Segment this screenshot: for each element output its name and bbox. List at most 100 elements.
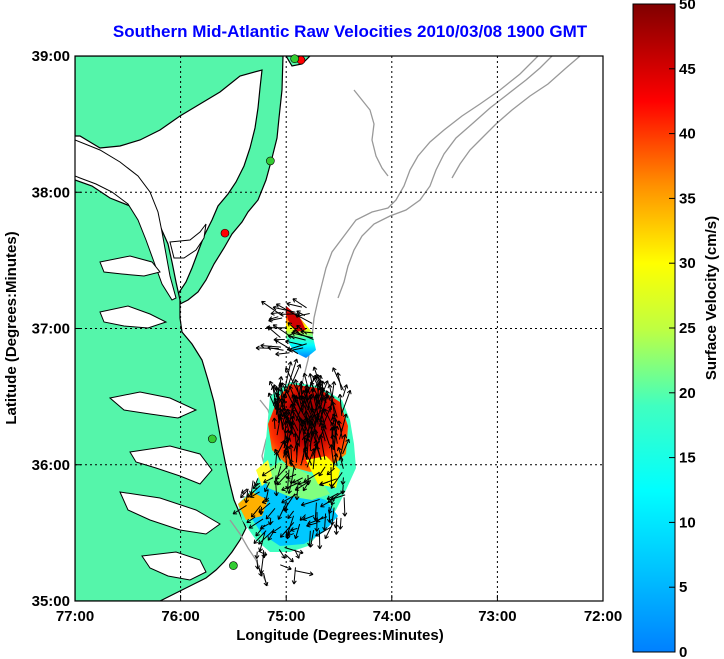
velocity-arrow [279, 311, 300, 317]
velocity-arrow [275, 351, 290, 357]
velocity-arrow [338, 413, 348, 440]
velocity-arrow [295, 396, 307, 422]
velocity-arrow [261, 499, 270, 505]
velocity-arrow [337, 393, 343, 417]
station-markers [207, 54, 306, 570]
velocity-arrow [267, 531, 274, 541]
colorbar-tick-label: 15 [679, 450, 696, 467]
velocity-arrow [284, 547, 304, 555]
velocity-arrow [287, 510, 295, 520]
velocity-arrow [274, 451, 279, 469]
velocity-arrow [271, 417, 277, 430]
velocity-arrow [297, 417, 303, 447]
velocity-arrow [285, 445, 292, 466]
velocity-arrow [342, 438, 350, 455]
velocity-arrow [285, 529, 293, 536]
velocity-arrow [278, 383, 284, 415]
velocity-arrow [312, 366, 323, 391]
velocity-arrow [267, 392, 277, 410]
bathymetry-contours [229, 56, 581, 587]
velocity-arrow [261, 467, 275, 477]
y-axis-ticks: 39:00 38:00 37:00 36:00 35:00 [32, 48, 81, 610]
velocity-arrow [258, 532, 266, 552]
velocity-arrow [282, 429, 293, 458]
velocity-arrow [314, 424, 327, 451]
velocity-arrow [307, 530, 313, 547]
velocity-arrow [286, 301, 303, 308]
colorbar-tick-label: 20 [679, 385, 696, 402]
velocity-arrow [272, 305, 296, 313]
velocity-arrow [258, 506, 264, 516]
velocity-arrow [304, 384, 310, 403]
hf-radar-station [266, 156, 275, 166]
velocity-arrow [267, 345, 284, 351]
velocity-arrow [330, 472, 343, 489]
colorbar-label: Surface Velocity (cm/s) [703, 216, 720, 380]
y-axis-label: Latitude (Degrees:Minutes) [3, 231, 20, 424]
x-tick-label: 73:00 [478, 608, 516, 625]
velocity-arrow [263, 482, 270, 493]
velocity-arrow [318, 380, 329, 402]
x-tick-label: 75:00 [267, 608, 305, 625]
velocity-arrow [296, 324, 308, 335]
velocity-arrow [336, 420, 343, 439]
water-inlets [75, 139, 221, 581]
velocity-arrow [300, 329, 314, 335]
velocity-arrow [255, 559, 260, 570]
velocity-arrow [322, 513, 328, 531]
velocity-arrow [325, 390, 331, 402]
velocity-arrow [266, 325, 287, 331]
y-tick-label: 39:00 [32, 48, 70, 65]
velocity-arrow [315, 446, 322, 461]
velocity-arrow [342, 497, 348, 517]
velocity-arrow [252, 482, 261, 489]
land [75, 56, 311, 601]
velocity-arrow [248, 518, 264, 529]
colorbar [632, 3, 676, 653]
velocity-arrow [308, 415, 321, 443]
hf-radar-station [207, 434, 217, 444]
hf-radar-station [229, 561, 238, 570]
y-tick-label: 35:00 [32, 593, 70, 610]
velocity-arrow [263, 572, 269, 587]
velocity-arrow [294, 570, 314, 577]
velocity-arrow [340, 484, 346, 495]
colorbar-tick-label: 0 [679, 644, 687, 659]
velocity-arrow [326, 507, 332, 523]
map-title: Southern Mid-Atlantic Raw Velocities 201… [112, 22, 588, 41]
velocity-arrow [319, 419, 331, 446]
velocity-arrow [313, 394, 319, 425]
velocity-arrow [340, 389, 352, 415]
velocity-arrow [324, 522, 334, 540]
velocity-arrow [246, 516, 256, 524]
velocity-arrow [333, 517, 339, 529]
velocity-arrow [277, 502, 287, 520]
velocity-arrow [329, 381, 337, 413]
velocity-arrow [340, 477, 346, 485]
velocity-arrow [315, 526, 332, 537]
velocity-arrow [273, 397, 284, 417]
colorbar-tick-label: 35 [679, 190, 696, 207]
colorbar-tick-label: 50 [679, 0, 696, 13]
colorbar-tick-label: 30 [679, 255, 696, 272]
velocity-arrow [273, 337, 285, 343]
velocity-arrow [249, 491, 260, 498]
velocity-arrow [300, 400, 306, 412]
velocity-arrow [277, 440, 285, 454]
velocity-arrow [329, 426, 335, 440]
velocity-arrow [329, 507, 335, 526]
x-tick-label: 77:00 [56, 608, 94, 625]
velocity-arrow [297, 480, 312, 486]
colorbar-tick-label: 5 [679, 579, 687, 596]
hf-radar-station [220, 228, 230, 238]
velocity-arrow [293, 379, 303, 411]
velocity-arrow [286, 473, 297, 480]
velocity-arrow [294, 549, 300, 559]
velocity-arrow [244, 488, 249, 504]
velocity-arrow [250, 505, 262, 518]
velocity-arrow [264, 489, 270, 502]
velocity-arrows [232, 298, 352, 587]
velocity-arrow [232, 505, 247, 515]
velocity-arrow [328, 444, 335, 467]
velocity-arrow [291, 567, 297, 585]
